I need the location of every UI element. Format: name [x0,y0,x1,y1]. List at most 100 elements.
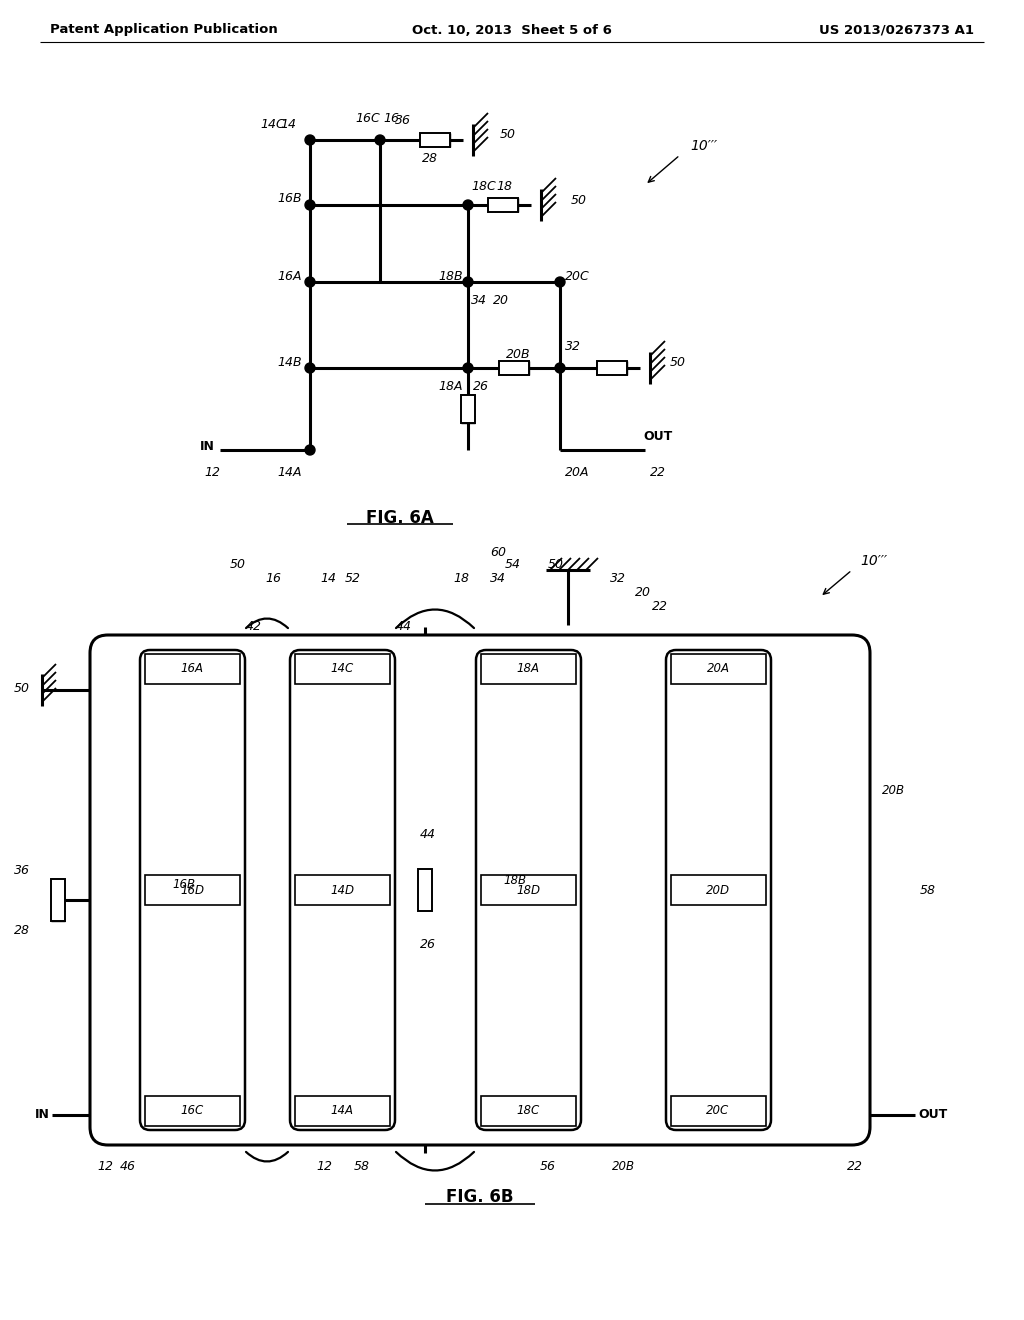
Bar [145,1096,240,1126]
Text: 36: 36 [395,114,411,127]
Text: 22: 22 [650,466,666,479]
Text: 16A: 16A [180,663,204,676]
Text: 36: 36 [14,863,30,876]
Text: 20A: 20A [707,663,729,676]
Text: 18A: 18A [438,380,463,392]
Text: 14B: 14B [278,356,302,370]
Text: FIG. 6A: FIG. 6A [367,510,434,527]
Text: 12: 12 [97,1160,113,1173]
Text: 16: 16 [265,572,281,585]
Bar [481,1096,575,1126]
Circle shape [463,277,473,286]
Bar [671,875,766,906]
Bar [671,653,766,684]
Text: 42: 42 [246,620,262,634]
Text: 16C: 16C [355,111,380,124]
FancyBboxPatch shape [290,649,395,1130]
Text: 28: 28 [422,152,438,165]
Bar [145,653,240,684]
FancyBboxPatch shape [666,649,771,1130]
Circle shape [305,201,315,210]
Text: 16D: 16D [180,883,204,896]
Text: 18B: 18B [438,269,463,282]
Bar [418,869,432,911]
Text: 18: 18 [496,181,512,194]
Text: 10′′′: 10′′′ [860,554,887,568]
Circle shape [555,277,565,286]
Circle shape [305,363,315,374]
Text: 52: 52 [345,572,361,585]
Text: 26: 26 [473,380,489,393]
Text: 20: 20 [493,293,509,306]
Text: IN: IN [35,1109,50,1122]
Text: 16: 16 [383,111,399,124]
Text: 60: 60 [490,545,506,558]
Text: 50: 50 [500,128,516,141]
Text: 16C: 16C [180,1105,204,1118]
Circle shape [555,363,565,374]
Circle shape [463,363,473,374]
Text: 14A: 14A [278,466,302,479]
Text: 32: 32 [610,572,626,585]
Circle shape [305,277,315,286]
Text: 18A: 18A [516,663,540,676]
Text: 16B: 16B [172,879,195,891]
Text: 44: 44 [420,829,436,842]
Text: 20C: 20C [565,269,590,282]
Text: 12: 12 [316,1160,332,1173]
Text: FIG. 6B: FIG. 6B [446,1188,514,1206]
Text: 58: 58 [920,883,936,896]
Text: 20D: 20D [706,883,730,896]
Text: 18C: 18C [471,181,496,194]
Text: 14D: 14D [330,883,354,896]
Circle shape [463,201,473,210]
Bar [481,875,575,906]
Bar [295,1096,390,1126]
Bar [488,198,518,213]
Text: 50: 50 [14,681,30,694]
FancyBboxPatch shape [140,649,245,1130]
Text: 34: 34 [490,572,506,585]
Text: 20: 20 [635,586,651,598]
Circle shape [375,135,385,145]
Text: 22: 22 [652,599,668,612]
Text: 50: 50 [230,558,246,572]
Text: 22: 22 [847,1160,863,1173]
Text: 14C: 14C [331,663,353,676]
Text: OUT: OUT [643,429,672,442]
Bar [420,133,450,147]
FancyBboxPatch shape [476,649,581,1130]
Text: Patent Application Publication: Patent Application Publication [50,24,278,37]
Text: 18C: 18C [516,1105,540,1118]
Text: 34: 34 [471,293,487,306]
Text: 46: 46 [120,1160,136,1173]
Text: 18: 18 [453,572,469,585]
Text: 20C: 20C [707,1105,730,1118]
Text: Oct. 10, 2013  Sheet 5 of 6: Oct. 10, 2013 Sheet 5 of 6 [412,24,612,37]
Bar [461,395,475,422]
Text: 14A: 14A [331,1105,353,1118]
Text: 14: 14 [319,572,336,585]
Bar [145,875,240,906]
Text: 32: 32 [565,339,581,352]
Circle shape [305,445,315,455]
Text: 28: 28 [14,924,30,936]
Text: 18B: 18B [503,874,526,887]
Text: 58: 58 [354,1160,370,1173]
Text: 16B: 16B [278,193,302,206]
Text: 12: 12 [204,466,220,479]
Text: 20B: 20B [611,1160,635,1173]
Text: 14C: 14C [260,119,285,132]
Circle shape [305,135,315,145]
Text: 16A: 16A [278,269,302,282]
Text: 20B: 20B [882,784,905,796]
Text: 50: 50 [548,558,564,572]
Text: 20B: 20B [506,347,530,360]
Bar [671,1096,766,1126]
Bar [295,875,390,906]
Bar [481,653,575,684]
Bar [597,360,627,375]
Text: US 2013/0267373 A1: US 2013/0267373 A1 [819,24,974,37]
Text: 56: 56 [540,1160,556,1173]
FancyBboxPatch shape [90,635,870,1144]
